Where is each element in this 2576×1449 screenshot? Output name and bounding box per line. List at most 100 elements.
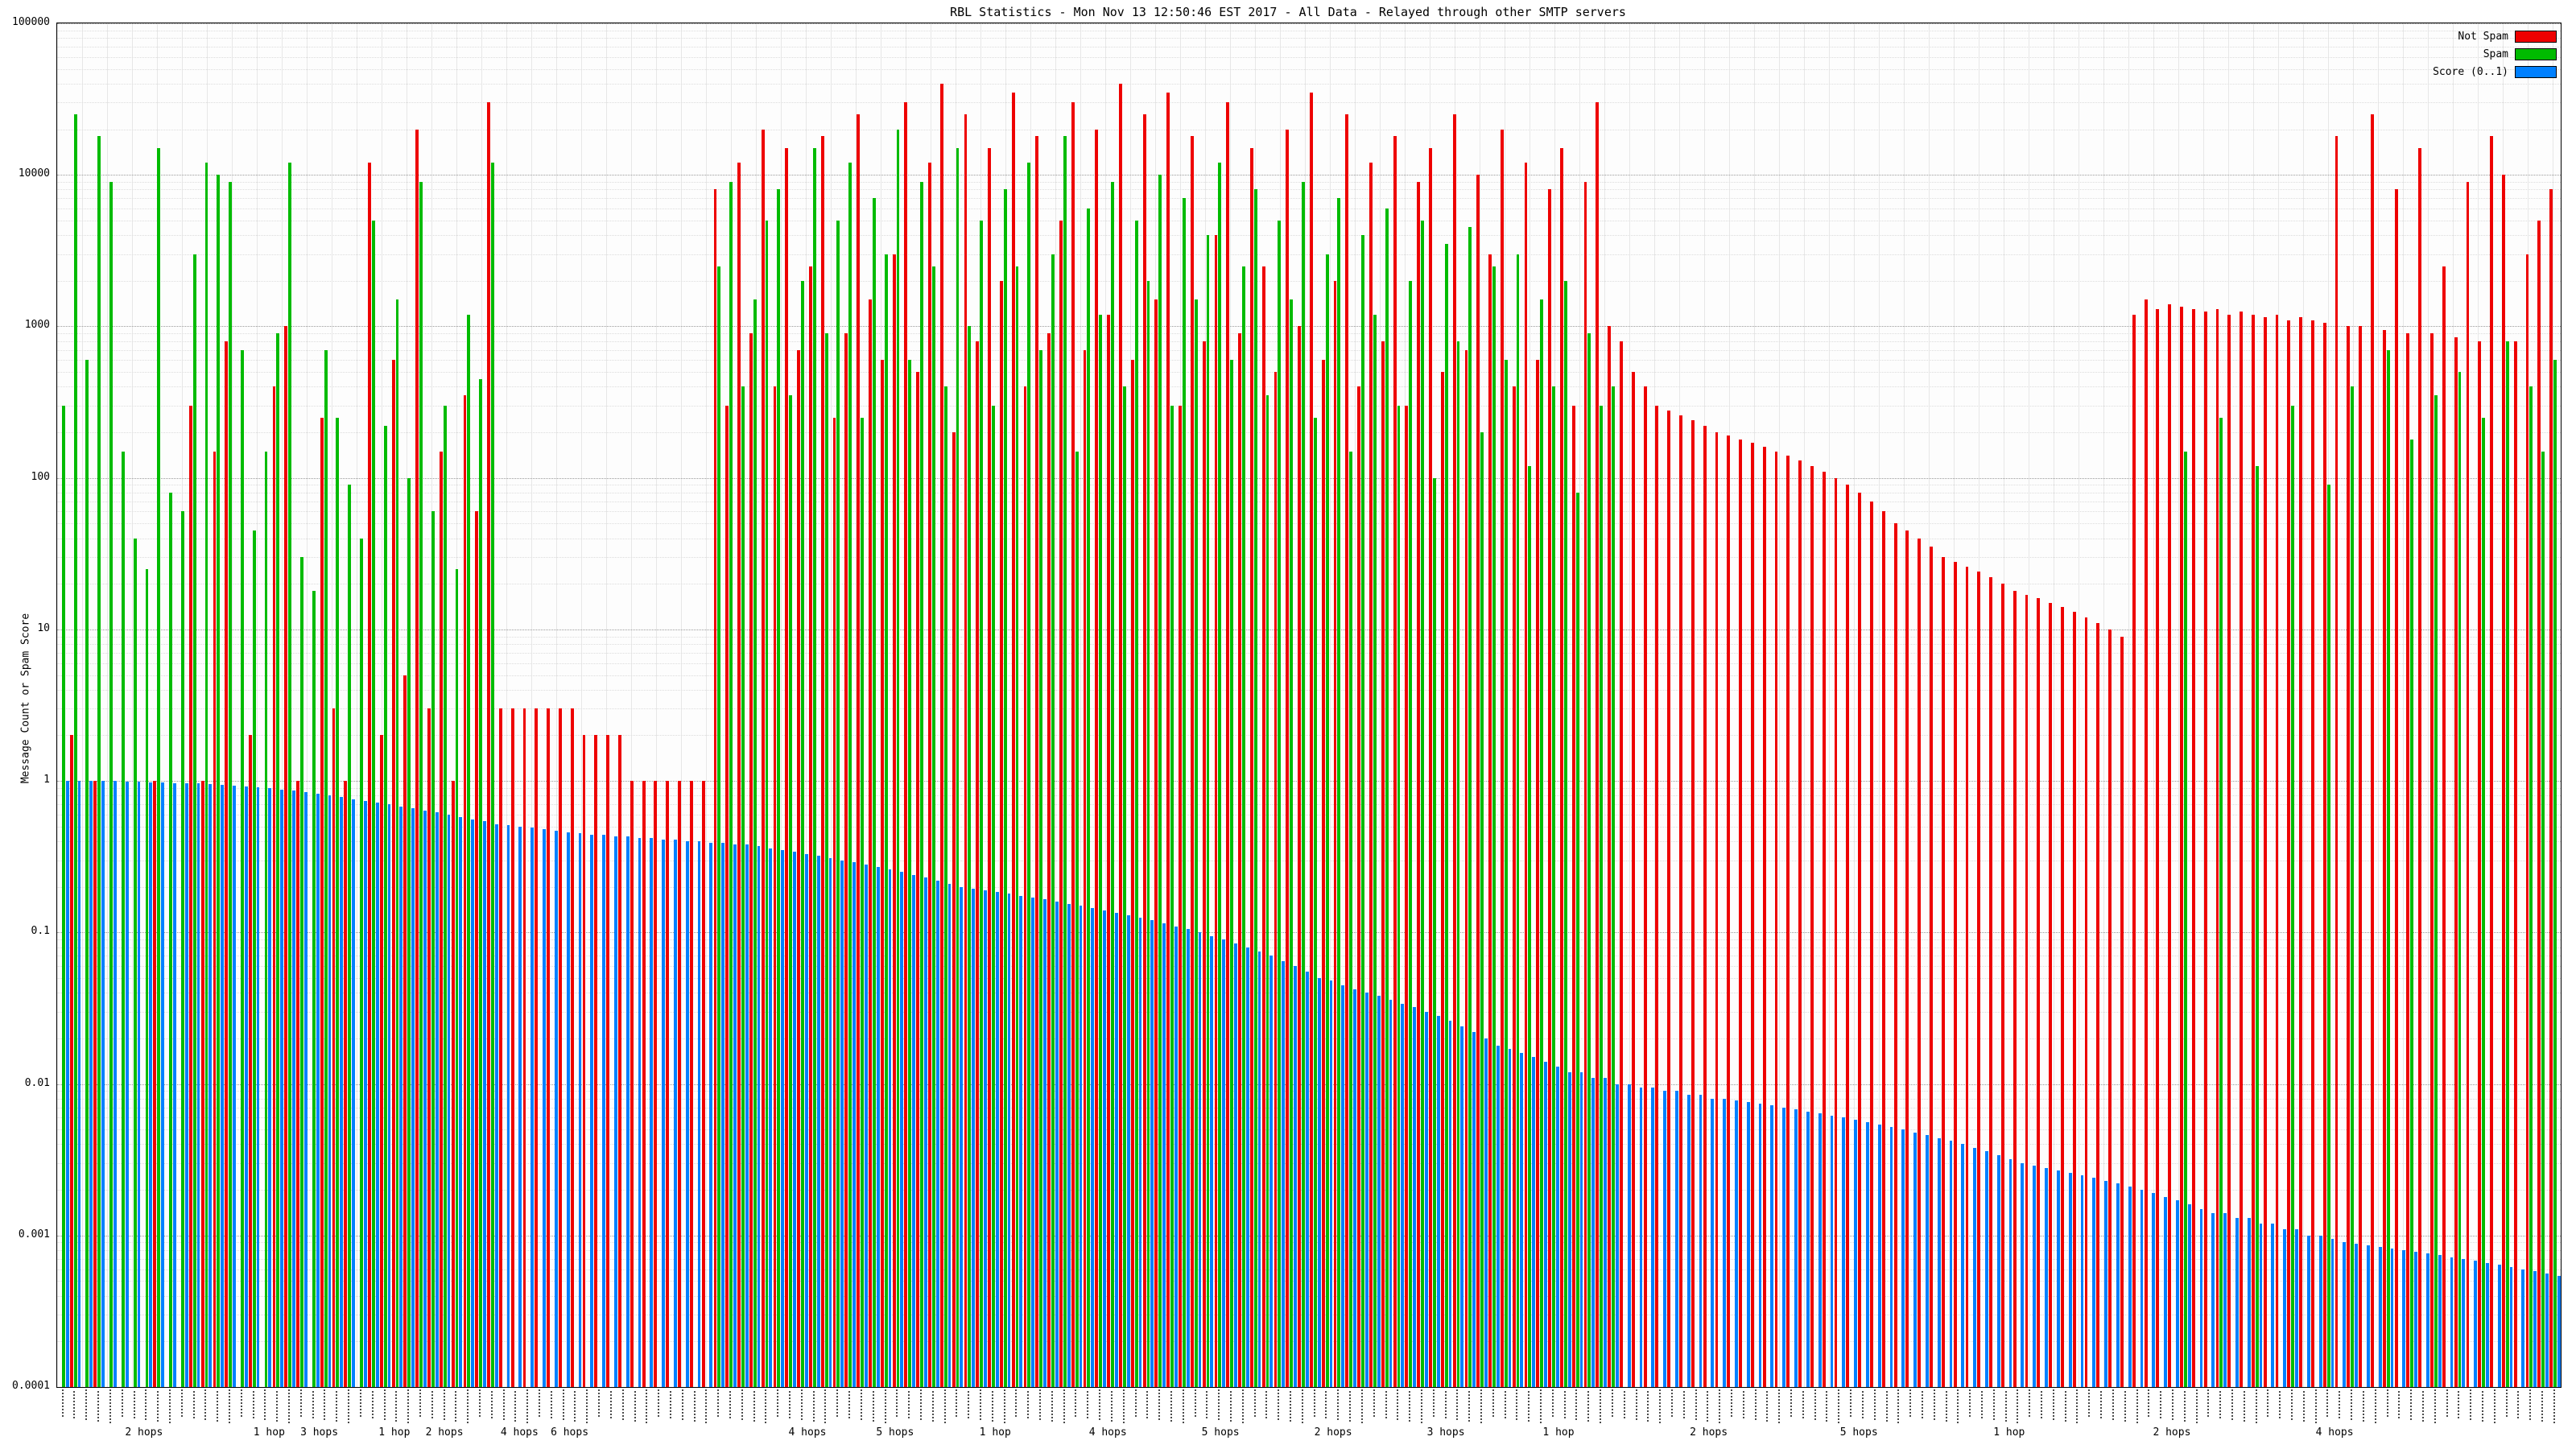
x-tick-label-mark bbox=[2421, 1389, 2424, 1422]
bar-spam bbox=[836, 220, 840, 1387]
bar-score-0-1 bbox=[2390, 1248, 2394, 1387]
bar-spam bbox=[1373, 314, 1377, 1387]
bar-not-spam bbox=[594, 735, 598, 1387]
x-tick-label-mark bbox=[634, 1389, 636, 1422]
x-tick-label-mark bbox=[2160, 1389, 2162, 1418]
bar-spam bbox=[1290, 299, 1294, 1387]
x-tick-label-mark bbox=[1003, 1389, 1005, 1423]
bar-not-spam bbox=[689, 781, 693, 1387]
bar-not-spam bbox=[296, 781, 300, 1387]
bar-not-spam bbox=[1249, 148, 1253, 1387]
bar-score-0-1 bbox=[947, 883, 952, 1387]
bar-score-0-1 bbox=[196, 783, 200, 1387]
x-tick-label-mark bbox=[1337, 1389, 1340, 1420]
x-tick-label-mark bbox=[1420, 1389, 1422, 1423]
x-tick-label-mark bbox=[1301, 1389, 1303, 1423]
x-tick-label-mark bbox=[1766, 1389, 1769, 1422]
x-tick-label-mark bbox=[586, 1389, 588, 1423]
x-tick-label-mark bbox=[646, 1389, 648, 1423]
bar-not-spam bbox=[1166, 92, 1170, 1387]
x-tick-label-mark bbox=[1468, 1389, 1471, 1422]
bar-not-spam bbox=[1548, 189, 1552, 1387]
bar-not-spam bbox=[773, 386, 777, 1387]
bar-score-0-1 bbox=[1472, 1032, 1476, 1387]
bar-score-0-1 bbox=[2140, 1190, 2144, 1387]
bar-score-0-1 bbox=[459, 816, 463, 1387]
bar-not-spam bbox=[1881, 511, 1885, 1387]
bar-not-spam bbox=[547, 708, 551, 1387]
x-tick-label-mark bbox=[180, 1389, 183, 1417]
y-axis-ticks: 100000 10000 1000 100 10 1 0.1 0.01 0.001 0.0001 bbox=[0, 16, 52, 1392]
bar-not-spam bbox=[1261, 266, 1265, 1387]
bar-not-spam bbox=[1893, 523, 1897, 1387]
bar-not-spam bbox=[1429, 148, 1432, 1387]
x-tick-label-mark bbox=[658, 1389, 660, 1417]
bar-not-spam bbox=[928, 163, 931, 1387]
bar-score-0-1 bbox=[1364, 993, 1368, 1387]
x-group-label: 1 hop bbox=[979, 1426, 1011, 1439]
x-tick-label-mark bbox=[812, 1389, 815, 1422]
bar-not-spam bbox=[2287, 320, 2291, 1387]
bar-spam bbox=[1158, 175, 1162, 1387]
x-tick-label-mark bbox=[908, 1389, 910, 1418]
bar-score-0-1 bbox=[2092, 1178, 2096, 1387]
x-tick-label-mark bbox=[693, 1389, 696, 1422]
x-tick-label-mark bbox=[2446, 1389, 2448, 1417]
bar-not-spam bbox=[1822, 471, 1826, 1387]
bar-score-0-1 bbox=[292, 791, 295, 1387]
x-tick-label-mark bbox=[2302, 1389, 2305, 1422]
x-tick-label-mark bbox=[2171, 1389, 2174, 1420]
bar-not-spam bbox=[1798, 460, 1802, 1387]
bar-score-0-1 bbox=[2533, 1271, 2537, 1387]
bar-spam bbox=[264, 451, 268, 1387]
bar-spam bbox=[1421, 220, 1424, 1387]
bar-score-0-1 bbox=[2402, 1250, 2406, 1387]
x-tick-label-mark bbox=[1146, 1389, 1149, 1418]
bar-spam bbox=[324, 349, 328, 1387]
grid-line bbox=[57, 1341, 2561, 1343]
bar-score-0-1 bbox=[1448, 1021, 1452, 1387]
bar-score-0-1 bbox=[1723, 1098, 1727, 1387]
legend-label-spam: Spam bbox=[2483, 47, 2508, 60]
x-tick-label-mark bbox=[276, 1389, 279, 1422]
bar-spam bbox=[848, 163, 852, 1387]
x-tick-label-mark bbox=[1182, 1389, 1184, 1423]
x-tick-label-mark bbox=[1253, 1389, 1256, 1417]
bar-spam bbox=[2529, 386, 2533, 1387]
bar-score-0-1 bbox=[793, 852, 796, 1387]
grid-line bbox=[57, 1295, 2561, 1297]
bar-spam bbox=[419, 181, 423, 1387]
bar-score-0-1 bbox=[1961, 1144, 1965, 1387]
bar-spam bbox=[741, 386, 745, 1387]
bar-spam bbox=[1337, 198, 1341, 1387]
x-tick-label-mark bbox=[1349, 1389, 1352, 1422]
bar-spam bbox=[729, 181, 733, 1387]
x-tick-label-mark bbox=[777, 1389, 779, 1417]
bar-spam bbox=[1253, 189, 1257, 1387]
x-tick-label-mark bbox=[2029, 1389, 2031, 1417]
x-tick-label-mark bbox=[1682, 1389, 1685, 1418]
x-tick-label-mark bbox=[1730, 1389, 1732, 1417]
bar-score-0-1 bbox=[303, 792, 308, 1387]
x-tick-label-mark bbox=[2255, 1389, 2257, 1423]
x-tick-label-mark bbox=[1659, 1389, 1662, 1423]
bar-score-0-1 bbox=[1234, 943, 1237, 1387]
bar-not-spam bbox=[153, 781, 157, 1387]
grid-line bbox=[57, 349, 2561, 351]
bar-score-0-1 bbox=[340, 797, 344, 1387]
bar-not-spam bbox=[1858, 492, 1862, 1387]
x-tick-label-mark bbox=[705, 1389, 708, 1423]
bar-spam bbox=[1218, 163, 1222, 1387]
bar-score-0-1 bbox=[625, 836, 630, 1387]
bar-score-0-1 bbox=[1949, 1141, 1953, 1387]
bar-not-spam bbox=[1703, 426, 1707, 1387]
bar-not-spam bbox=[1321, 360, 1325, 1387]
x-tick-label-mark bbox=[2351, 1389, 2353, 1420]
x-tick-label-mark bbox=[1611, 1389, 1613, 1417]
grid-line bbox=[57, 735, 2561, 737]
bar-not-spam bbox=[2537, 220, 2541, 1387]
x-tick-label-mark bbox=[2219, 1389, 2222, 1418]
bar-score-0-1 bbox=[638, 838, 642, 1387]
x-tick-label-mark bbox=[145, 1389, 147, 1420]
bar-not-spam bbox=[1274, 372, 1278, 1387]
